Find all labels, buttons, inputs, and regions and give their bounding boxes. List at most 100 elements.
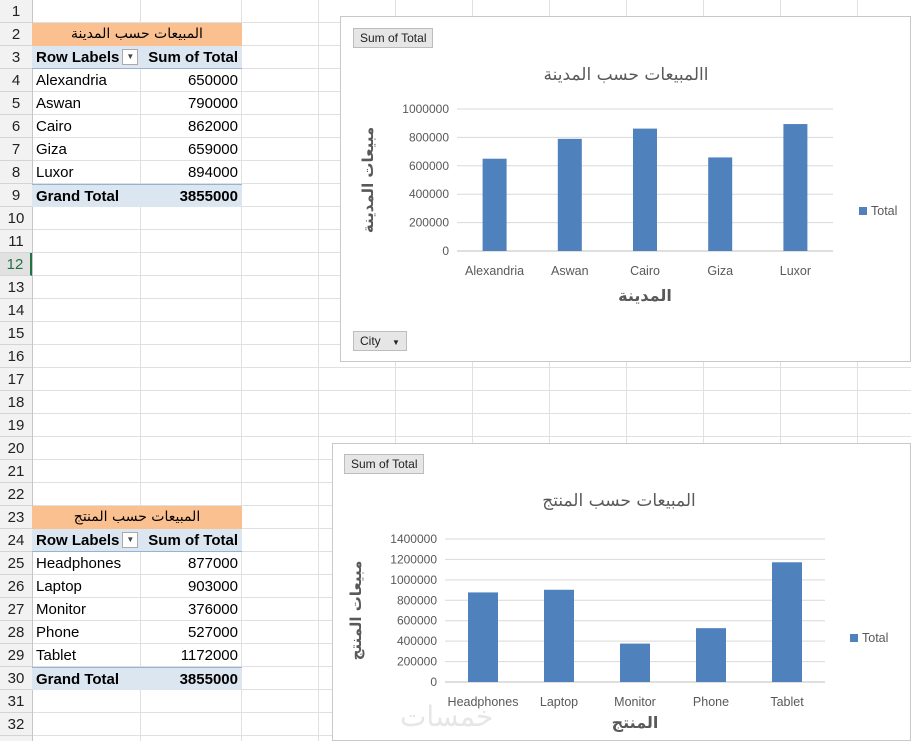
pivot-chart-product[interactable]: Sum of Total المبيعات حسب المنتج 0 200000 4… xyxy=(332,443,911,741)
row-number[interactable]: 18 xyxy=(0,391,32,414)
row-number[interactable]: 27 xyxy=(0,598,32,621)
row-number[interactable]: 26 xyxy=(0,575,32,598)
y-tick-label: 200000 xyxy=(409,216,449,230)
row-number[interactable]: 11 xyxy=(0,230,32,253)
x-tick-label: Headphones xyxy=(448,695,519,709)
chart-plot: االمبيعات حسب المدينة 0 200000 400000 600000… xyxy=(359,65,897,305)
pivot-row-label[interactable]: Giza xyxy=(36,141,67,158)
row-number[interactable]: 19 xyxy=(0,414,32,437)
pivot-row-value[interactable]: 1172000 xyxy=(180,647,238,664)
pivot-row-value[interactable]: 790000 xyxy=(187,95,238,112)
bar xyxy=(783,124,808,251)
filter-dropdown-icon[interactable]: ▼ xyxy=(122,49,139,66)
pivot-sum-header: Sum of Total xyxy=(140,46,242,69)
row-gridline xyxy=(32,367,911,368)
x-axis-title: المدينة xyxy=(618,286,672,305)
row-labels-text: Row Labels xyxy=(36,532,120,549)
y-tick-label: 800000 xyxy=(409,130,449,144)
y-axis-title: مبيعات المنتج xyxy=(347,561,365,661)
legend-label: Total xyxy=(871,204,897,218)
row-number[interactable]: 31 xyxy=(0,690,32,713)
pivot-sum-header: Sum of Total xyxy=(140,529,242,552)
pivot-row-label[interactable]: Laptop xyxy=(36,578,82,595)
row-number[interactable]: 9 xyxy=(0,184,32,207)
bar xyxy=(620,643,650,682)
x-tick-label: Monitor xyxy=(614,695,656,709)
pivot-row-label[interactable]: Alexandria xyxy=(36,72,107,89)
column-gridline xyxy=(626,0,627,741)
legend-swatch xyxy=(850,634,858,642)
pivot-row-labels-header[interactable]: Row Labels ▼ xyxy=(32,46,140,69)
filter-dropdown-icon[interactable]: ▼ xyxy=(122,532,139,549)
row-header: 1 2 3 4 5 6 7 8 9 10 11 12 13 14 15 16 17 18 19 20 21 22 23 24 2… xyxy=(0,0,33,741)
row-number[interactable]: 12 xyxy=(0,253,32,276)
pivot-row-labels-header[interactable]: Row Labels ▼ xyxy=(32,529,140,552)
pivot-row-value[interactable]: 894000 xyxy=(187,164,238,181)
row-number[interactable]: 3 xyxy=(0,46,32,69)
row-number[interactable]: 5 xyxy=(0,92,32,115)
pivot-row-value[interactable]: 376000 xyxy=(187,601,238,618)
row-number[interactable]: 30 xyxy=(0,667,32,690)
row-number[interactable]: 32 xyxy=(0,713,32,736)
row-number[interactable]: 17 xyxy=(0,368,32,391)
column-gridline xyxy=(241,0,242,741)
pivot-row-value[interactable]: 659000 xyxy=(187,141,238,158)
row-number[interactable]: 25 xyxy=(0,552,32,575)
row-number[interactable]: 4 xyxy=(0,69,32,92)
x-tick-label: Aswan xyxy=(551,264,589,278)
row-gridline xyxy=(32,413,911,414)
pivot-row-label[interactable]: Monitor xyxy=(36,601,87,618)
row-number[interactable]: 16 xyxy=(0,345,32,368)
pivot-row-label[interactable]: Luxor xyxy=(36,164,74,181)
row-number[interactable]: 7 xyxy=(0,138,32,161)
row-number[interactable]: 13 xyxy=(0,276,32,299)
bar xyxy=(696,628,726,682)
row-number[interactable]: 23 xyxy=(0,506,32,529)
pivot-row-label[interactable]: Cairo xyxy=(36,118,72,135)
y-tick-label: 1400000 xyxy=(390,532,437,546)
grand-total-value: 3855000 xyxy=(140,184,242,207)
row-number[interactable]: 24 xyxy=(0,529,32,552)
sum-of-total-field-button[interactable]: Sum of Total xyxy=(353,28,434,48)
row-number[interactable]: 10 xyxy=(0,207,32,230)
row-number[interactable]: 14 xyxy=(0,299,32,322)
y-tick-label: 1000000 xyxy=(402,102,449,116)
pivot-row-value[interactable]: 527000 xyxy=(187,624,238,641)
column-gridline xyxy=(857,0,858,741)
chart-title: المبيعات حسب المنتج xyxy=(542,491,696,511)
y-tick-label: 0 xyxy=(442,244,449,258)
legend-label: Total xyxy=(862,631,888,645)
y-tick-label: 400000 xyxy=(397,634,437,648)
row-number[interactable]: 6 xyxy=(0,115,32,138)
x-tick-label: Phone xyxy=(693,695,729,709)
city-axis-field-button[interactable]: City ▼ xyxy=(353,331,407,351)
pivot-row-value[interactable]: 862000 xyxy=(187,118,238,135)
pivot-row-label[interactable]: Tablet xyxy=(36,647,77,664)
pivot-row-value[interactable]: 903000 xyxy=(187,578,238,595)
column-gridline xyxy=(703,0,704,741)
bar xyxy=(633,128,657,251)
row-number[interactable]: 15 xyxy=(0,322,32,345)
pivot-row-label[interactable]: Phone xyxy=(36,624,80,641)
row-number[interactable]: 2 xyxy=(0,23,32,46)
row-number[interactable]: 20 xyxy=(0,437,32,460)
pivot-row-label[interactable]: Aswan xyxy=(36,95,82,112)
bar xyxy=(482,158,507,251)
bar xyxy=(772,562,802,682)
pivot-row-label[interactable]: Headphones xyxy=(36,555,122,572)
pivot-row-value[interactable]: 650000 xyxy=(187,72,238,89)
pivot-row-value[interactable]: 877000 xyxy=(187,555,238,572)
row-number[interactable]: 8 xyxy=(0,161,32,184)
column-gridline xyxy=(140,0,141,741)
row-number[interactable]: 29 xyxy=(0,644,32,667)
row-number[interactable]: 28 xyxy=(0,621,32,644)
column-gridline xyxy=(549,0,550,741)
row-number[interactable]: 21 xyxy=(0,460,32,483)
pivot-chart-city[interactable]: Sum of Total City ▼ االمبيعات حسب المدين… xyxy=(340,16,911,362)
y-tick-label: 400000 xyxy=(409,187,449,201)
row-number[interactable]: 1 xyxy=(0,0,32,23)
sum-of-total-field-button[interactable]: Sum of Total xyxy=(344,454,425,474)
row-number[interactable]: 22 xyxy=(0,483,32,506)
city-label: City xyxy=(360,334,381,348)
